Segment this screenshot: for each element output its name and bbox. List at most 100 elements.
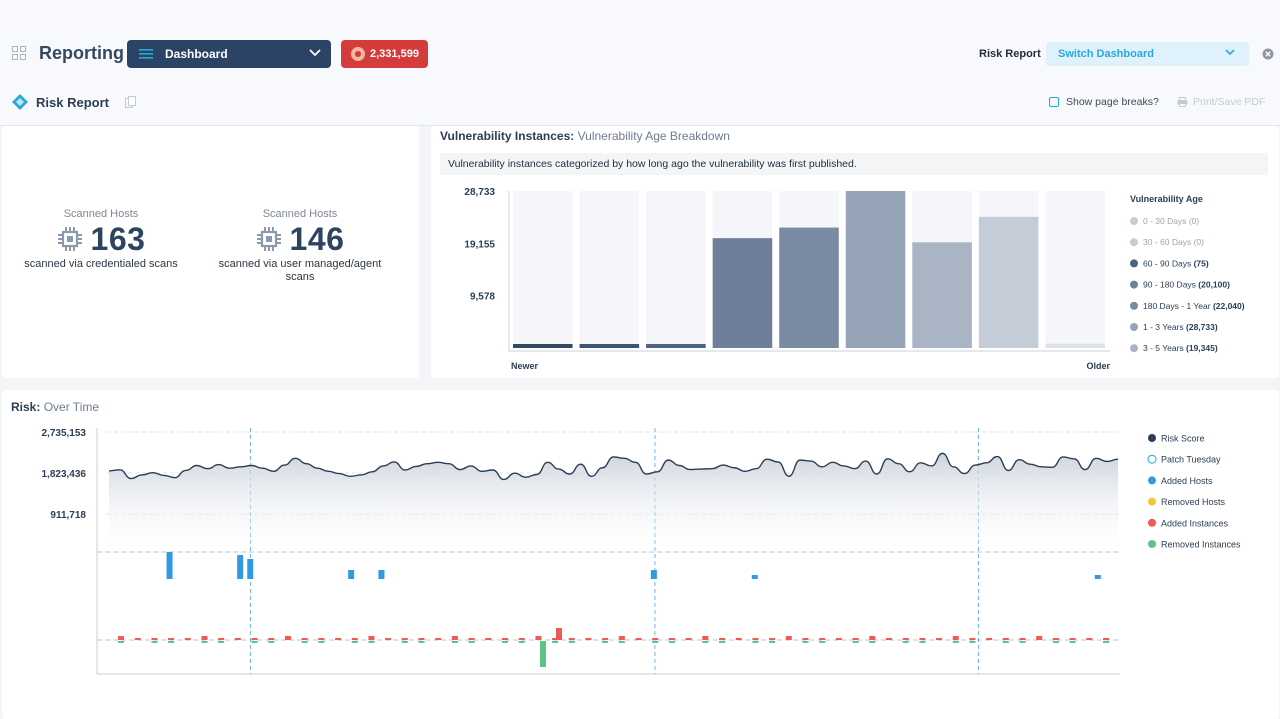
removed-instances-bar[interactable] bbox=[919, 641, 926, 643]
removed-instances-bar[interactable] bbox=[602, 641, 609, 643]
added-instances-bar[interactable] bbox=[1086, 638, 1093, 640]
added-instances-bar[interactable] bbox=[501, 638, 508, 640]
legend-item[interactable]: Patch Tuesday bbox=[1161, 455, 1221, 465]
added-instances-bar[interactable] bbox=[468, 638, 475, 640]
vuln-age-bar[interactable] bbox=[912, 242, 972, 348]
removed-instances-bar[interactable] bbox=[952, 641, 959, 643]
removed-instances-bar[interactable] bbox=[368, 641, 375, 643]
removed-instances-bar[interactable] bbox=[301, 641, 308, 643]
added-instances-bar[interactable] bbox=[602, 638, 609, 640]
added-instances-bar[interactable] bbox=[1019, 638, 1026, 640]
added-instances-bar[interactable] bbox=[852, 638, 859, 640]
removed-instances-bar[interactable] bbox=[218, 641, 225, 643]
added-instances-bar[interactable] bbox=[184, 638, 191, 640]
removed-instances-bar[interactable] bbox=[652, 641, 659, 643]
added-hosts-bar[interactable] bbox=[1094, 575, 1101, 579]
added-hosts-bar[interactable] bbox=[247, 559, 254, 579]
added-instances-bar[interactable] bbox=[368, 636, 375, 640]
switch-dashboard-select[interactable]: Switch Dashboard bbox=[1046, 42, 1249, 66]
removed-instances-bar[interactable] bbox=[752, 641, 759, 643]
vuln-age-bar[interactable] bbox=[579, 344, 640, 348]
added-instances-bar[interactable] bbox=[1069, 638, 1076, 640]
added-instances-bar[interactable] bbox=[785, 636, 792, 640]
copy-icon[interactable] bbox=[125, 96, 136, 108]
removed-instances-bar[interactable] bbox=[168, 641, 175, 643]
grid-icon[interactable] bbox=[12, 46, 26, 60]
added-instances-bar[interactable] bbox=[685, 638, 692, 640]
added-instances-bar[interactable] bbox=[556, 628, 562, 640]
removed-instances-bar[interactable] bbox=[1052, 641, 1059, 643]
added-instances-bar[interactable] bbox=[1103, 638, 1109, 640]
added-instances-bar[interactable] bbox=[201, 636, 208, 640]
vuln-age-bar[interactable] bbox=[646, 344, 706, 348]
legend-item[interactable]: Removed Instances bbox=[1161, 540, 1241, 550]
added-instances-bar[interactable] bbox=[919, 638, 926, 640]
removed-instances-bar[interactable] bbox=[151, 641, 158, 643]
removed-instances-bar[interactable] bbox=[769, 641, 776, 643]
removed-instances-bar[interactable] bbox=[518, 641, 525, 643]
added-instances-bar[interactable] bbox=[719, 638, 726, 640]
removed-instances-bar[interactable] bbox=[451, 641, 458, 643]
legend-item[interactable]: 1 - 3 Years (28,733) bbox=[1143, 322, 1218, 332]
added-instances-bar[interactable] bbox=[118, 636, 124, 640]
added-hosts-bar[interactable] bbox=[237, 555, 244, 579]
removed-instances-bar[interactable] bbox=[568, 641, 575, 643]
removed-instances-bar[interactable] bbox=[201, 641, 208, 643]
added-instances-bar[interactable] bbox=[1036, 636, 1043, 640]
risk-score-badge[interactable]: 2,331,599 bbox=[341, 40, 428, 68]
added-hosts-bar[interactable] bbox=[166, 552, 173, 579]
removed-instances-bar[interactable] bbox=[118, 641, 124, 643]
removed-instances-bar[interactable] bbox=[1019, 641, 1026, 643]
vuln-age-bar[interactable] bbox=[978, 216, 1039, 348]
legend-item[interactable]: 90 - 180 Days (20,100) bbox=[1143, 280, 1230, 290]
removed-instances-bar[interactable] bbox=[552, 641, 559, 643]
added-hosts-bar[interactable] bbox=[378, 570, 385, 579]
added-instances-bar[interactable] bbox=[251, 638, 258, 640]
vuln-age-bar[interactable] bbox=[1045, 343, 1105, 348]
added-instances-bar[interactable] bbox=[752, 638, 759, 640]
added-instances-bar[interactable] bbox=[318, 638, 325, 640]
added-instances-bar[interactable] bbox=[1002, 638, 1009, 640]
close-icon[interactable] bbox=[1262, 48, 1274, 60]
legend-item[interactable]: 180 Days - 1 Year (22,040) bbox=[1143, 301, 1245, 311]
added-instances-bar[interactable] bbox=[585, 638, 592, 640]
removed-instances-bar[interactable] bbox=[819, 641, 826, 643]
added-instances-bar[interactable] bbox=[835, 638, 842, 640]
added-instances-bar[interactable] bbox=[702, 636, 709, 640]
added-instances-bar[interactable] bbox=[952, 636, 959, 640]
legend-item[interactable]: 60 - 90 Days (75) bbox=[1143, 258, 1209, 268]
print-button[interactable]: Print/Save PDF bbox=[1177, 96, 1265, 108]
added-instances-bar[interactable] bbox=[301, 638, 308, 640]
added-instances-bar[interactable] bbox=[936, 638, 943, 640]
dashboard-select[interactable]: Dashboard bbox=[127, 40, 331, 68]
added-instances-bar[interactable] bbox=[869, 636, 876, 640]
added-hosts-bar[interactable] bbox=[751, 575, 758, 579]
added-instances-bar[interactable] bbox=[802, 638, 809, 640]
removed-instances-bar[interactable] bbox=[902, 641, 909, 643]
removed-instances-bar[interactable] bbox=[869, 641, 876, 643]
removed-instances-bar[interactable] bbox=[251, 641, 258, 643]
removed-instances-bar[interactable] bbox=[268, 641, 275, 643]
added-instances-bar[interactable] bbox=[769, 638, 776, 640]
legend-item[interactable]: 0 - 30 Days (0) bbox=[1143, 216, 1199, 226]
removed-instances-bar[interactable] bbox=[802, 641, 809, 643]
vuln-age-bar[interactable] bbox=[513, 344, 573, 348]
added-hosts-bar[interactable] bbox=[348, 570, 355, 579]
added-instances-bar[interactable] bbox=[418, 638, 425, 640]
risk-score-line[interactable] bbox=[108, 452, 1119, 481]
added-instances-bar[interactable] bbox=[234, 638, 241, 640]
removed-instances-bar[interactable] bbox=[418, 641, 425, 643]
added-instances-bar[interactable] bbox=[1052, 638, 1059, 640]
legend-item[interactable]: Added Hosts bbox=[1161, 476, 1213, 486]
added-instances-bar[interactable] bbox=[134, 638, 141, 640]
added-instances-bar[interactable] bbox=[969, 638, 976, 640]
removed-instances-bar[interactable] bbox=[969, 641, 976, 643]
added-instances-bar[interactable] bbox=[435, 638, 442, 640]
added-instances-bar[interactable] bbox=[401, 638, 408, 640]
added-instances-bar[interactable] bbox=[151, 638, 158, 640]
legend-item[interactable]: 30 - 60 Days (0) bbox=[1143, 237, 1204, 247]
legend-item[interactable]: Added Instances bbox=[1161, 518, 1229, 528]
added-instances-bar[interactable] bbox=[668, 638, 675, 640]
removed-instances-bar[interactable] bbox=[852, 641, 859, 643]
added-instances-bar[interactable] bbox=[451, 636, 458, 640]
